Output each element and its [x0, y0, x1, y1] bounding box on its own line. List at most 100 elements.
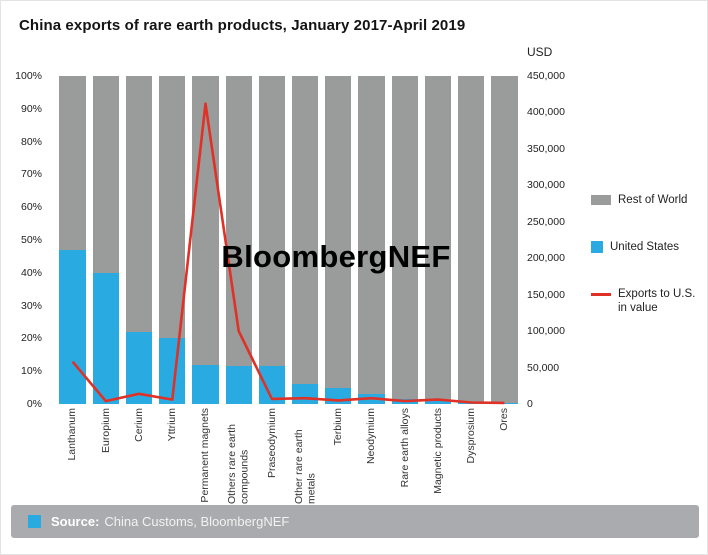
legend-label-exports-line: Exports to U.S. in value [618, 288, 696, 315]
legend-label-united-states: United States [610, 241, 680, 253]
x-axis-label: Terbium [332, 408, 345, 446]
exports-to-us-line [71, 102, 505, 405]
rest-of-world-segment [458, 76, 485, 403]
x-axis-label: Permanent magnets [199, 408, 212, 503]
left-axis-tick-label: 60% [20, 201, 42, 214]
x-label-cell: Dysprosium [455, 408, 488, 508]
stacked-bar [225, 76, 252, 404]
bar-slot [355, 76, 388, 404]
stacked-bar [391, 76, 418, 404]
x-axis-label: Other rare earth metals [292, 429, 318, 504]
x-label-cell: Praseodymium [255, 408, 288, 508]
left-axis-tick-label: 50% [20, 234, 42, 246]
bar-slot [189, 76, 222, 404]
stacked-bar [125, 76, 153, 404]
stacked-bar [192, 76, 219, 404]
stacked-bar [358, 76, 385, 404]
right-axis-tick-label: 450,000 [527, 70, 565, 82]
bar-slot [421, 76, 454, 404]
x-axis-label: Ores [498, 408, 511, 431]
rest-of-world-segment [325, 76, 352, 388]
footer-bar: Source: China Customs, BloombergNEF [11, 505, 699, 538]
rest-of-world-segment [292, 76, 319, 385]
right-axis: 450,000 400,000 350,000 300,000 250,000 200,0… [525, 70, 597, 410]
x-label-cell: Other rare earth metals [289, 408, 322, 508]
left-axis-tick-label: 80% [20, 135, 42, 148]
left-axis-tick-label: 40% [20, 266, 42, 279]
rest-of-world-segment [159, 76, 186, 339]
rest-of-world-segment [192, 76, 219, 365]
x-axis-label: Europium [99, 408, 112, 453]
left-axis-tick-label: 30% [20, 299, 42, 312]
x-label-cell: Magnetic products [421, 408, 454, 508]
x-label-cell: Neodymium [355, 408, 388, 508]
chart-title: China exports of rare earth products, Ja… [19, 17, 466, 34]
bar-slot [89, 76, 122, 404]
bar-slot [222, 76, 255, 404]
right-axis-tick-label: 0 [527, 398, 533, 410]
source-text: Source: China Customs, BloombergNEF [51, 514, 289, 529]
x-axis-label: Dysprosium [464, 408, 477, 464]
stacked-bar [59, 76, 86, 404]
exports-line-swatch-icon [591, 293, 611, 296]
x-axis-label: Neodymium [365, 408, 378, 465]
stacked-bar [491, 76, 518, 404]
united-states-segment [125, 331, 153, 404]
right-axis-unit-label: USD [527, 45, 553, 59]
left-axis-tick-label: 90% [20, 102, 42, 115]
left-axis-tick-label: 0% [26, 398, 42, 410]
x-label-cell: Rare earth alloys [388, 408, 421, 508]
united-states-segment [59, 249, 86, 404]
legend-item-exports-line: Exports to U.S. in value [591, 287, 695, 316]
rest-of-world-segment [358, 76, 385, 395]
x-axis-label: Rare earth alloys [398, 408, 411, 488]
rest-of-world-segment [258, 76, 286, 367]
x-axis-label: Others rare earth compounds [226, 424, 251, 504]
right-axis-tick-label: 250,000 [527, 215, 565, 228]
united-states-segment [225, 366, 252, 404]
left-axis-tick-label: 10% [20, 365, 42, 378]
x-axis-label: Yttrium [165, 408, 178, 442]
x-axis-label: Lanthanum [66, 408, 79, 461]
bar-slot [455, 76, 488, 404]
united-states-segment [192, 364, 219, 404]
x-label-cell: Terbium [322, 408, 355, 508]
rest-of-world-swatch-icon [591, 195, 611, 206]
united-states-segment [424, 400, 452, 404]
rest-of-world-segment [391, 76, 418, 400]
left-axis-tick-label: 70% [20, 168, 42, 181]
x-axis-label: Magnetic products [431, 408, 444, 494]
x-axis-labels: Lanthanum Europium Cerium Yttrium Permanent … [56, 408, 521, 508]
x-axis-label: Cerium [132, 408, 145, 442]
right-axis-tick-label: 100,000 [527, 325, 565, 338]
right-axis-tick-label: 350,000 [527, 142, 565, 155]
united-states-swatch-icon [591, 241, 603, 254]
legend-item-united-states: United States [591, 240, 679, 254]
source-prefix: Source: [51, 514, 100, 529]
source-accent-square-icon [28, 515, 41, 528]
x-label-cell: Others rare earth compounds [222, 408, 255, 508]
right-axis-tick-label: 300,000 [527, 179, 565, 192]
plot-area [56, 76, 521, 405]
left-axis: 100% 90% 80% 70% 60% 50% 40% 30% 20% 10% 0% [1, 70, 48, 410]
legend-label-rest-of-world: Rest of World [618, 194, 688, 206]
bar-slot [289, 76, 322, 404]
right-axis-tick-label: 150,000 [527, 288, 565, 301]
bar-slot [388, 76, 421, 404]
legend-item-rest-of-world: Rest of World [591, 193, 687, 207]
left-axis-tick-label: 100% [15, 70, 42, 82]
bar-slot [488, 76, 521, 404]
x-label-cell: Cerium [122, 408, 155, 508]
right-axis-tick-label: 400,000 [527, 106, 565, 119]
exports-line-layer [71, 102, 505, 405]
x-label-cell: Permanent magnets [189, 408, 222, 508]
rest-of-world-segment [59, 76, 86, 250]
x-label-cell: Yttrium [156, 408, 189, 508]
bar-slot [322, 76, 355, 404]
x-axis-label: Praseodymium [265, 408, 278, 479]
source-value: China Customs, BloombergNEF [104, 514, 290, 529]
stacked-bar [325, 76, 352, 404]
bar-slot [56, 76, 89, 404]
stacked-bar [92, 76, 119, 404]
